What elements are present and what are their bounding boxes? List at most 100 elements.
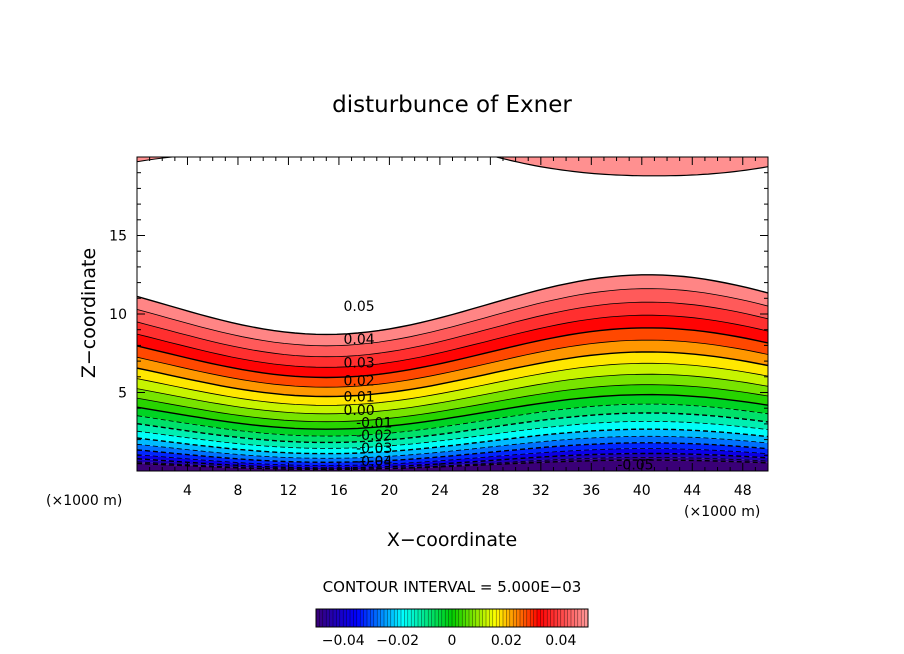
colorbar-cell <box>411 609 415 627</box>
colorbar-cell <box>377 609 381 627</box>
colorbar-cell <box>537 609 541 627</box>
x-tick-label: 36 <box>582 483 600 499</box>
contour-band <box>137 460 768 471</box>
contour-line <box>137 327 768 379</box>
colorbar-cell <box>363 609 368 627</box>
x-tick-label: 24 <box>431 483 449 499</box>
x-tick-label: 16 <box>330 483 348 499</box>
x-tick-label: 12 <box>280 483 298 499</box>
upper-left-region <box>137 157 173 163</box>
colorbar-cell <box>424 609 429 627</box>
colorbar-cell <box>380 609 385 627</box>
contour-band <box>137 363 768 414</box>
contour-line <box>137 384 768 423</box>
colorbar-cell <box>421 609 426 627</box>
colorbar-cell <box>523 609 528 627</box>
contour-band <box>137 274 768 346</box>
contour-line <box>137 339 768 388</box>
colorbar-tick-label: 0.04 <box>545 633 576 649</box>
colorbar-cell <box>462 609 466 627</box>
contour-band <box>137 429 768 459</box>
colorbar-cell <box>370 609 375 627</box>
contour-line <box>137 442 768 464</box>
colorbar-cell <box>574 609 579 627</box>
upper-high-region <box>496 157 768 176</box>
contour-line <box>137 428 768 455</box>
contour-line <box>137 448 768 466</box>
colorbar-cell <box>322 609 327 627</box>
colorbar-cell <box>499 609 504 627</box>
x-tick-label: 40 <box>633 483 651 499</box>
colorbar-cell <box>584 609 589 627</box>
colorbar-cell <box>414 609 419 627</box>
contour-line <box>137 403 768 437</box>
colorbar-cell <box>577 609 582 627</box>
colorbar-cell <box>465 609 470 627</box>
colorbar-cell <box>431 609 436 627</box>
x-tick-label: 44 <box>683 483 701 499</box>
contour-label: 0.05 <box>344 299 375 315</box>
colorbar-cell <box>435 609 439 627</box>
colorbar-cell <box>486 609 490 627</box>
colorbar-cell <box>394 609 398 627</box>
colorbar-cell <box>509 609 514 627</box>
colorbar-cell <box>418 609 422 627</box>
colorbar-cell <box>356 609 361 627</box>
colorbar-cell <box>326 609 330 627</box>
colorbar-cell <box>353 609 358 627</box>
contour-label: -0.02 <box>356 428 392 444</box>
colorbar-cell <box>489 609 494 627</box>
colorbar-cell <box>482 609 487 627</box>
chart-title: disturbunce of Exner <box>332 92 572 118</box>
x-tick-label: 20 <box>380 483 398 499</box>
contour-band <box>137 374 768 422</box>
colorbar-cell <box>492 609 497 627</box>
colorbar-frame <box>315 608 589 628</box>
contour-interval-label: CONTOUR INTERVAL = 5.000E−03 <box>323 578 582 596</box>
contour-band <box>137 413 768 449</box>
colorbar-tick-label: −0.04 <box>322 633 365 649</box>
colorbar-cell <box>329 609 334 627</box>
contour-label: -0.05 <box>617 458 653 474</box>
colorbar-cell <box>407 609 412 627</box>
colorbar-cell <box>557 609 562 627</box>
colorbar-cell <box>339 609 344 627</box>
contour-line <box>137 452 768 469</box>
colorbar-cell <box>316 609 320 627</box>
colorbar-cell <box>336 609 341 627</box>
colorbar-cell <box>455 609 460 627</box>
y-tick-label: 5 <box>118 386 127 402</box>
colorbar-cell <box>530 609 534 627</box>
contour-band <box>137 327 768 388</box>
contour-band <box>137 340 768 397</box>
colorbar-cell <box>469 609 473 627</box>
colorbar-cell <box>496 609 500 627</box>
colorbar-cell <box>520 609 524 627</box>
colorbar-cell <box>346 609 351 627</box>
contour-line <box>137 435 768 459</box>
contour-label: 0.00 <box>344 403 375 419</box>
colorbar-cell <box>319 609 324 627</box>
contour-label: 0.02 <box>344 374 375 390</box>
contour-band <box>137 351 768 406</box>
colorbar-cell <box>560 609 565 627</box>
colorbar-cell <box>533 609 538 627</box>
x-axis-label: X−coordinate <box>387 529 517 551</box>
contour-line <box>496 157 768 177</box>
colorbar-cell <box>404 609 409 627</box>
contour-line <box>137 288 768 347</box>
x-unit-right: (×1000 m) <box>684 504 760 520</box>
x-tick-label: 28 <box>481 483 499 499</box>
contour-label: 0.03 <box>344 356 375 372</box>
contour-band <box>137 302 768 368</box>
colorbar-cell <box>428 609 432 627</box>
contour-line <box>137 274 768 336</box>
colorbar-cell <box>547 609 551 627</box>
colorbar-cell <box>445 609 449 627</box>
contour-band <box>137 384 768 430</box>
colorbar-cell <box>567 609 572 627</box>
contour-band <box>137 315 768 378</box>
colorbar-cell <box>543 609 548 627</box>
contour-label: 0.01 <box>344 389 375 405</box>
